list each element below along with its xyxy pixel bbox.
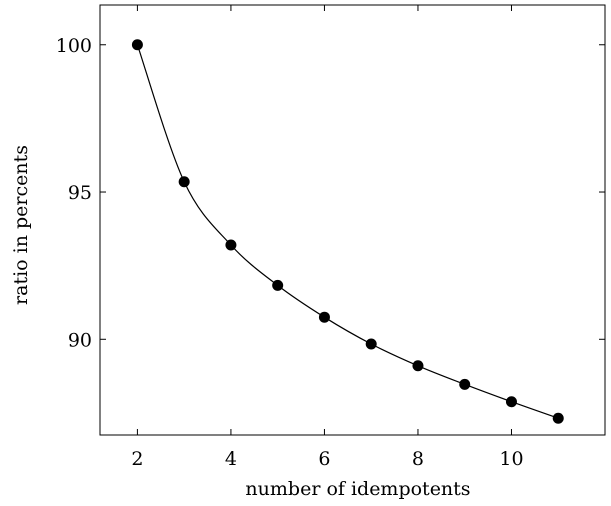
- x-tick-label: 10: [499, 448, 523, 470]
- axis-tick-labels: 2 4 6 8 10 90 95 100: [56, 35, 524, 470]
- data-point: [225, 239, 237, 251]
- y-tick-label: 90: [68, 329, 92, 351]
- x-axis-label: number of idempotents: [245, 478, 470, 500]
- data-points: [131, 39, 564, 424]
- x-tick-label: 8: [412, 448, 424, 470]
- data-point: [318, 311, 330, 323]
- y-axis-label: ratio in percents: [10, 145, 32, 305]
- data-point: [272, 279, 284, 291]
- data-point: [505, 396, 517, 408]
- data-point: [552, 412, 564, 424]
- y-tick-label: 100: [56, 35, 92, 57]
- data-point: [459, 378, 471, 390]
- x-tick-label: 2: [131, 448, 143, 470]
- data-point: [365, 338, 377, 350]
- plot-frame: [99, 4, 606, 436]
- data-point: [412, 360, 424, 372]
- axis-ticks: [100, 5, 605, 435]
- data-point: [131, 39, 143, 51]
- x-tick-label: 6: [318, 448, 330, 470]
- y-tick-label: 95: [68, 182, 92, 204]
- x-tick-label: 4: [225, 448, 237, 470]
- series-line: [136, 44, 559, 419]
- data-point: [178, 176, 190, 188]
